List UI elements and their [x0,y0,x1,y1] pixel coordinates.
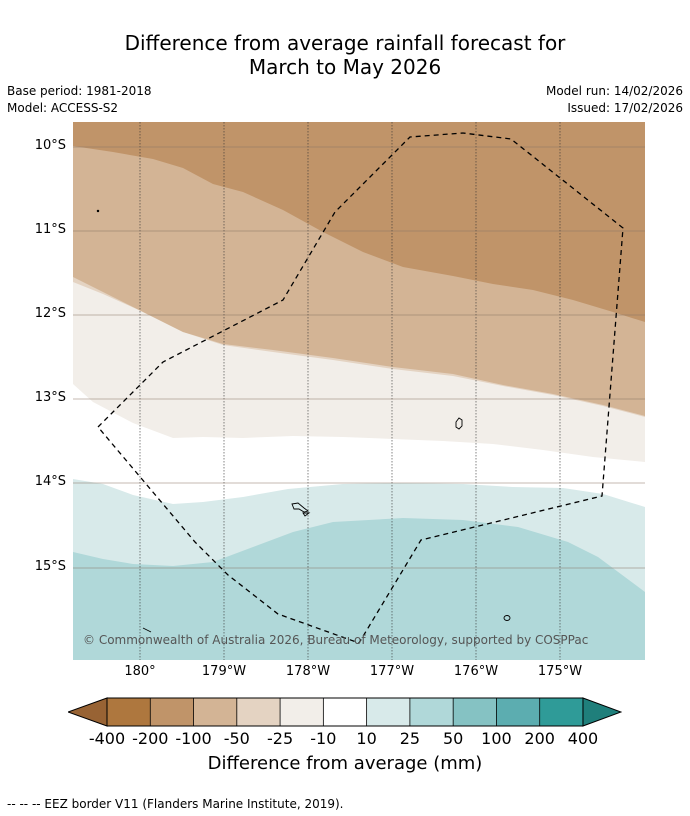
colorbar-tick-label: 50 [442,729,464,748]
island-taveuni [455,417,463,430]
island-koro [291,502,310,513]
copyright-notice: © Commonwealth of Australia 2026, Bureau… [83,633,589,647]
lon-label-178w: 178°W [285,664,331,679]
colorbar-segment [539,698,584,726]
colorbar-tick-label: -100 [175,729,212,748]
meta-left: Base period: 1981-2018 Model: ACCESS-S2 [7,83,152,117]
lon-label-175w: 175°W [537,664,583,679]
island-southwest [142,627,152,633]
colorbar-tick-label: 10 [356,729,377,748]
lat-label-15s: 15°S [34,559,66,574]
lon-label-177w: 177°W [369,664,415,679]
island-lakeba [503,615,511,621]
colorbar-segment [236,698,281,726]
colorbar-tick-label: 25 [399,729,421,748]
colorbar-segment [409,698,454,726]
model-name: Model: ACCESS-S2 [7,101,119,115]
colorbar-title: Difference from average (mm) [207,753,483,774]
colorbar-tick-label: -25 [267,729,294,748]
lat-label-12s: 12°S [34,306,66,321]
lat-label-10s: 10°S [34,138,66,153]
colorbar-segment [107,698,151,726]
colorbar-tick-label: 100 [481,729,512,748]
colorbar-arrow-left [68,697,108,727]
colorbar-tick-label: -400 [88,729,126,748]
issued-date: Issued: 17/02/2026 [567,101,683,115]
colorbar-segment [323,698,368,726]
lat-gridlines [73,146,645,569]
model-run: Model run: 14/02/2026 [545,84,683,98]
eez-border [97,132,624,644]
lon-label-180: 180° [124,664,156,679]
gridlines [139,122,561,660]
colorbar-tick-label: -50 [223,729,250,748]
islands [96,209,511,633]
colorbar-segment [150,698,195,726]
lon-label-176w: 176°W [453,664,499,679]
colorbar-segment [453,698,497,726]
lat-label-14s: 14°S [34,474,66,489]
colorbar-tick-label: -10 [310,729,337,748]
colorbar-segment [193,698,238,726]
map-title: Difference from average rainfall forecas… [0,31,690,79]
lat-label-13s: 13°S [34,390,66,405]
map-title-line1: Difference from average rainfall forecas… [124,31,566,55]
colorbar-segment [280,698,324,726]
colorbar [68,697,622,727]
colorbar-arrow-right [582,697,622,727]
map-title-line2: March to May 2026 [248,55,442,79]
island-kadavu [302,512,311,517]
lon-label-179w: 179°W [201,664,247,679]
base-period: Base period: 1981-2018 [7,84,152,98]
meta-right: Model run: 14/02/2026 Issued: 17/02/2026 [546,83,683,117]
colorbar-segment [496,698,541,726]
lat-label-11s: 11°S [34,222,66,237]
colorbar-tick-label: 400 [567,729,599,748]
colorbar-tick-label: 200 [524,729,555,748]
colorbar-segment [366,698,411,726]
colorbar-tick-label: -200 [132,729,169,748]
eez-footnote: -- -- -- EEZ border V11 (Flanders Marine… [7,797,344,811]
island-rotuma [96,209,100,213]
rainfall-map [73,122,645,660]
band-minus200-minus100-region [73,122,645,322]
